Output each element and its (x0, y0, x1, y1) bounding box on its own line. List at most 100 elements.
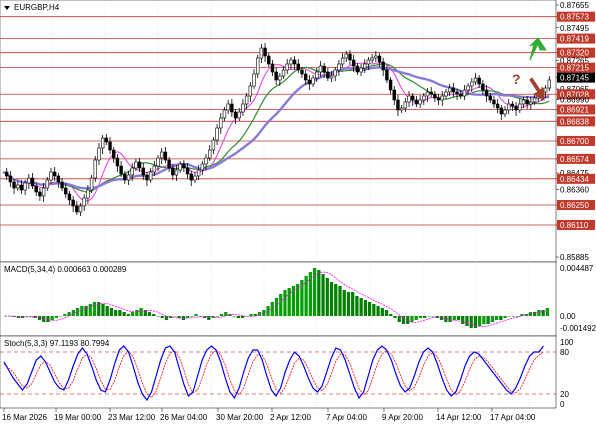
price-tick-label: 0.86990 (560, 96, 589, 105)
candle-body (233, 111, 238, 119)
macd-bar (257, 312, 262, 316)
time-label: 2 Apr 12:00 (270, 413, 311, 422)
level-tag (557, 62, 595, 73)
candle-body (455, 91, 459, 95)
candle-body (215, 127, 219, 141)
macd-bar (194, 314, 198, 316)
macd-bar (304, 276, 308, 316)
price-tick-label: 0.87655 (560, 1, 589, 10)
macd-bar (507, 316, 511, 317)
candle-body (340, 57, 345, 65)
time-label: 26 Mar 04:00 (160, 413, 208, 422)
macd-bar (75, 308, 80, 316)
candle-body (447, 87, 452, 93)
time-label: 9 Apr 20:00 (382, 413, 423, 422)
candle-body (300, 69, 304, 75)
candle-body (274, 71, 278, 81)
candle-body (407, 95, 411, 103)
candle-body (462, 89, 467, 97)
candle-body (477, 77, 481, 85)
macd-bar (452, 316, 456, 320)
macd-bar (456, 316, 461, 320)
candle-body (141, 167, 145, 176)
candle-body (370, 57, 374, 61)
macd-bar (351, 292, 355, 316)
candle-body (518, 103, 522, 111)
candle-body (108, 141, 112, 151)
macd-bar (109, 308, 114, 316)
macd-bar (59, 316, 63, 317)
candle-body (381, 61, 385, 71)
candle-body (112, 149, 116, 159)
candle-body (189, 173, 193, 181)
candle-body (204, 157, 208, 165)
candle-body (30, 177, 35, 187)
candle-body (418, 99, 422, 105)
stoch-label: Stoch(5,3,3) 97.1193 80.7994 (4, 339, 110, 348)
candle-body (230, 103, 234, 113)
macd-bar (410, 316, 414, 322)
candle-body (263, 47, 267, 57)
level-tag-label: 0.86574 (560, 155, 589, 164)
macd-bar (92, 302, 97, 316)
macd-bar (494, 316, 499, 320)
candle-body (64, 187, 68, 195)
candle-body (470, 81, 474, 87)
candle-body (525, 99, 529, 105)
macd-bar (50, 316, 54, 320)
macd-bar (270, 302, 274, 316)
macd-bar (520, 314, 524, 316)
candle-body (67, 193, 72, 201)
candle-body (329, 75, 334, 79)
candle-body (396, 99, 400, 111)
macd-bar (486, 316, 490, 324)
macd-bar (376, 306, 380, 316)
candle-body (499, 107, 504, 115)
candle-body (363, 63, 367, 69)
level-tag (557, 11, 595, 22)
candle-body (56, 175, 61, 183)
macd-bar (25, 316, 29, 317)
candle-body (507, 103, 511, 111)
macd-bar (423, 316, 427, 318)
macd-bar (84, 306, 88, 316)
candle-body (422, 95, 426, 101)
candle-body (344, 53, 348, 59)
macd-bar (401, 316, 406, 324)
candle-body (292, 59, 297, 65)
candle-body (86, 189, 90, 199)
chevron-down-icon[interactable] (4, 6, 10, 10)
macd-bar (359, 298, 363, 316)
candle-body (100, 137, 105, 149)
candle-body (163, 151, 168, 161)
candle-body (326, 71, 330, 79)
candle-body (315, 71, 319, 79)
stoch-axis-label: 100 (560, 338, 574, 347)
macd-bar (156, 316, 160, 317)
level-tag-label: 0.87320 (560, 49, 589, 58)
macd-bar (283, 290, 287, 316)
candle-body (311, 77, 315, 85)
macd-bar (101, 304, 105, 316)
macd-bar (262, 310, 266, 316)
macd-bar (490, 316, 494, 322)
candle-body (71, 199, 75, 207)
candle-body (307, 79, 312, 85)
time-label: 16 Mar 2026 (2, 413, 47, 422)
candle-body (318, 65, 323, 73)
level-tag-label: 0.86700 (560, 137, 589, 146)
level-tag (557, 200, 595, 211)
candle-body (19, 184, 24, 191)
candle-body (547, 79, 552, 89)
macd-bar (384, 310, 389, 316)
macd-bar (528, 312, 533, 316)
time-label: 7 Apr 04:00 (326, 413, 367, 422)
candle-body (219, 117, 223, 129)
macd-bar (300, 280, 304, 316)
macd-bar (431, 316, 435, 317)
candle-body (399, 107, 404, 111)
current-price-label: 0.87145 (560, 74, 589, 83)
candle-body (174, 169, 179, 176)
candle-body (182, 163, 186, 169)
